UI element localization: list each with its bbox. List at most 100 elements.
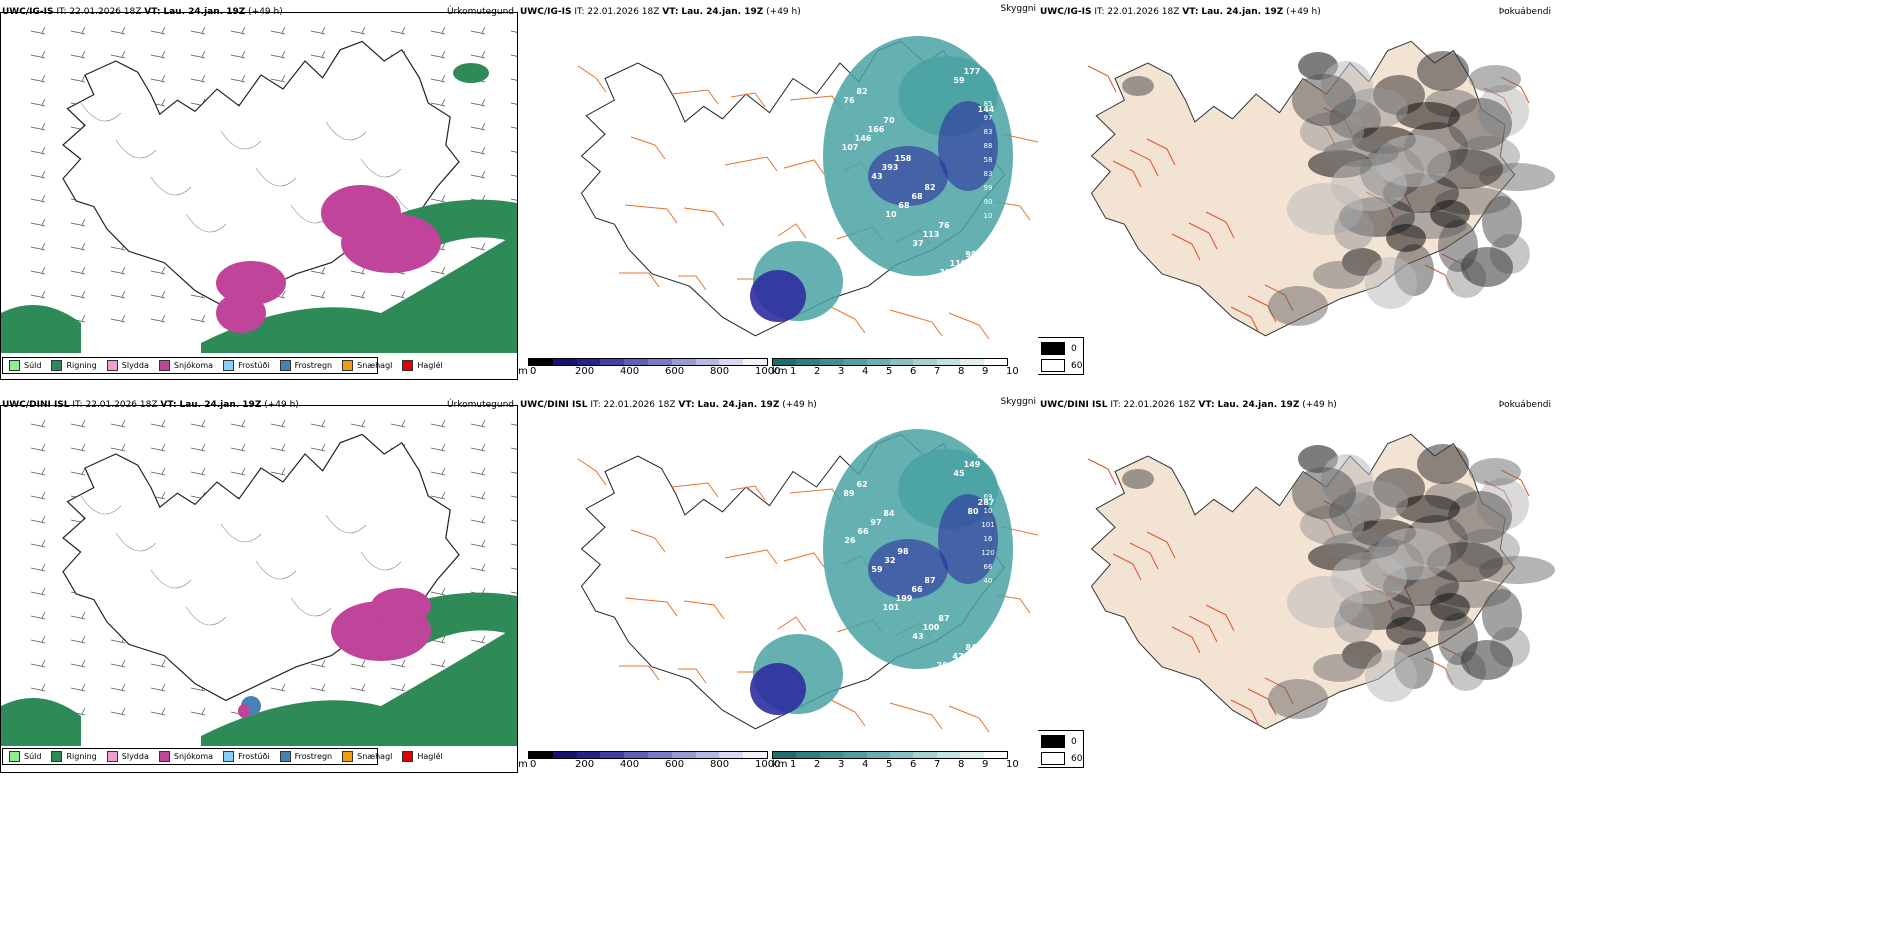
- wind-barb: [350, 659, 366, 668]
- cloud-base-label: 101: [883, 603, 900, 612]
- low-cloud-area: [750, 270, 806, 322]
- wind-barb: [30, 98, 46, 107]
- colorbar-tick: 0: [530, 759, 537, 770]
- colorbar-meters: [528, 358, 768, 366]
- colorbar-cell: [913, 752, 937, 758]
- snow-area: [238, 704, 250, 718]
- wind-barb: [270, 74, 286, 83]
- wind-barb: [510, 543, 517, 546]
- wind-barb: [150, 26, 166, 35]
- legend-label: Súld: [24, 752, 42, 761]
- cloud-panel-row1: UWC/IG-IS IT: 22.01.2026 18Z VT: Lau. 24…: [518, 0, 1038, 380]
- legend-label: Frostregn: [294, 752, 333, 761]
- cloud-base-label: 66: [911, 585, 923, 594]
- colorbar-tick: 400: [620, 759, 640, 770]
- cloud-base-label: 200: [937, 661, 954, 670]
- colorbar-cell: [936, 359, 961, 365]
- cloud-base-label: 85: [984, 100, 993, 108]
- cloud-base-label: 10: [984, 507, 993, 515]
- cloud-base-label: 43: [912, 632, 923, 641]
- colorbar-cell: [983, 752, 1008, 758]
- wind-barb: [70, 683, 86, 692]
- wind-barb: [70, 659, 86, 668]
- colorbar-tick: 7: [934, 366, 941, 377]
- wind-barb: [510, 423, 517, 426]
- wind-barb: [430, 467, 446, 476]
- legend-label: Frostregn: [294, 361, 333, 370]
- fog-indicator-area: [1365, 650, 1417, 702]
- fog-indicator-area: [1448, 491, 1512, 543]
- wind-barb: [190, 26, 206, 35]
- legend-item: Haglél: [402, 751, 443, 762]
- wind-barb: [230, 50, 246, 59]
- legend-label: Súld: [24, 361, 42, 370]
- panel-header: UWC/IG-IS IT: 22.01.2026 18Z VT: Lau. 24…: [1040, 7, 1321, 17]
- road: [1230, 306, 1260, 334]
- colorbar-tick: 8: [958, 366, 965, 377]
- road: [624, 204, 678, 224]
- wind-barb: [30, 467, 46, 476]
- cloud-base-label: 97: [984, 114, 993, 122]
- cloud-base-label: 69: [984, 493, 993, 501]
- rain-area: [201, 233, 517, 353]
- wind-barb: [30, 659, 46, 668]
- wind-barb: [390, 683, 406, 692]
- colorbar-cell: [866, 359, 891, 365]
- wind-barb: [510, 174, 517, 177]
- wind-barb: [150, 266, 166, 275]
- colorbar-cell: [796, 752, 820, 758]
- contour-line: [360, 158, 402, 178]
- cloud-base-label: 58: [984, 156, 993, 164]
- cloud-base-label: 68: [911, 192, 923, 201]
- wind-barb: [110, 290, 126, 299]
- colorbar-tick: 3: [838, 759, 845, 770]
- wind-barb: [350, 290, 366, 299]
- colorbar-tick: 6: [910, 366, 917, 377]
- wind-barb: [430, 74, 446, 83]
- wind-barb: [190, 443, 206, 452]
- wind-barb: [470, 98, 486, 107]
- contour-line: [185, 213, 227, 233]
- road: [1129, 149, 1159, 177]
- fog-indicator-area: [1122, 469, 1154, 489]
- road: [1205, 211, 1235, 239]
- wind-barb: [470, 26, 486, 35]
- wind-barb: [230, 443, 246, 452]
- colorbar-cell: [576, 359, 601, 365]
- legend-label: 60: [1071, 753, 1083, 764]
- wind-barb: [270, 467, 286, 476]
- road: [777, 616, 807, 632]
- fog-indicator-area: [1313, 654, 1365, 682]
- fog-indicator-area: [1323, 139, 1399, 167]
- colorbar-tick: 10: [1006, 366, 1019, 377]
- fog-indicator-area: [1461, 640, 1513, 680]
- wind-barb: [470, 122, 486, 131]
- colorbar-cell: [866, 752, 891, 758]
- wind-barb: [190, 419, 206, 428]
- legend-swatch: [1041, 735, 1065, 748]
- wind-barb: [30, 122, 46, 131]
- cloud-base-label: 393: [882, 163, 899, 172]
- wind-barb: [510, 78, 517, 81]
- sun-map-row2: [1087, 433, 1555, 730]
- road: [619, 272, 660, 288]
- colorbar-cell: [719, 752, 744, 758]
- wind-barb: [470, 50, 486, 59]
- legend-label: Snæhagl: [357, 752, 393, 761]
- contour-line: [150, 176, 192, 196]
- wind-barb: [30, 50, 46, 59]
- cloud-base-label: 88: [984, 142, 993, 150]
- legend-swatch: [158, 360, 170, 371]
- cloud-colorbar: m 0 200 400 600 800 1000 km 1 2 3 4 5 6 7 8 9 10: [518, 751, 1038, 771]
- wind-barb: [470, 419, 486, 428]
- wind-barb: [70, 635, 86, 644]
- wind-barb: [150, 290, 166, 299]
- panel-title-sun: Þokuábendi: [1498, 400, 1551, 410]
- road: [630, 136, 666, 160]
- colorbar-cell: [773, 752, 797, 758]
- wind-barb: [30, 611, 46, 620]
- colorbar-cell: [671, 752, 696, 758]
- wind-barb: [270, 683, 286, 692]
- fog-indicator-area: [1268, 286, 1328, 326]
- colorbar-tick: 10: [1006, 759, 1019, 770]
